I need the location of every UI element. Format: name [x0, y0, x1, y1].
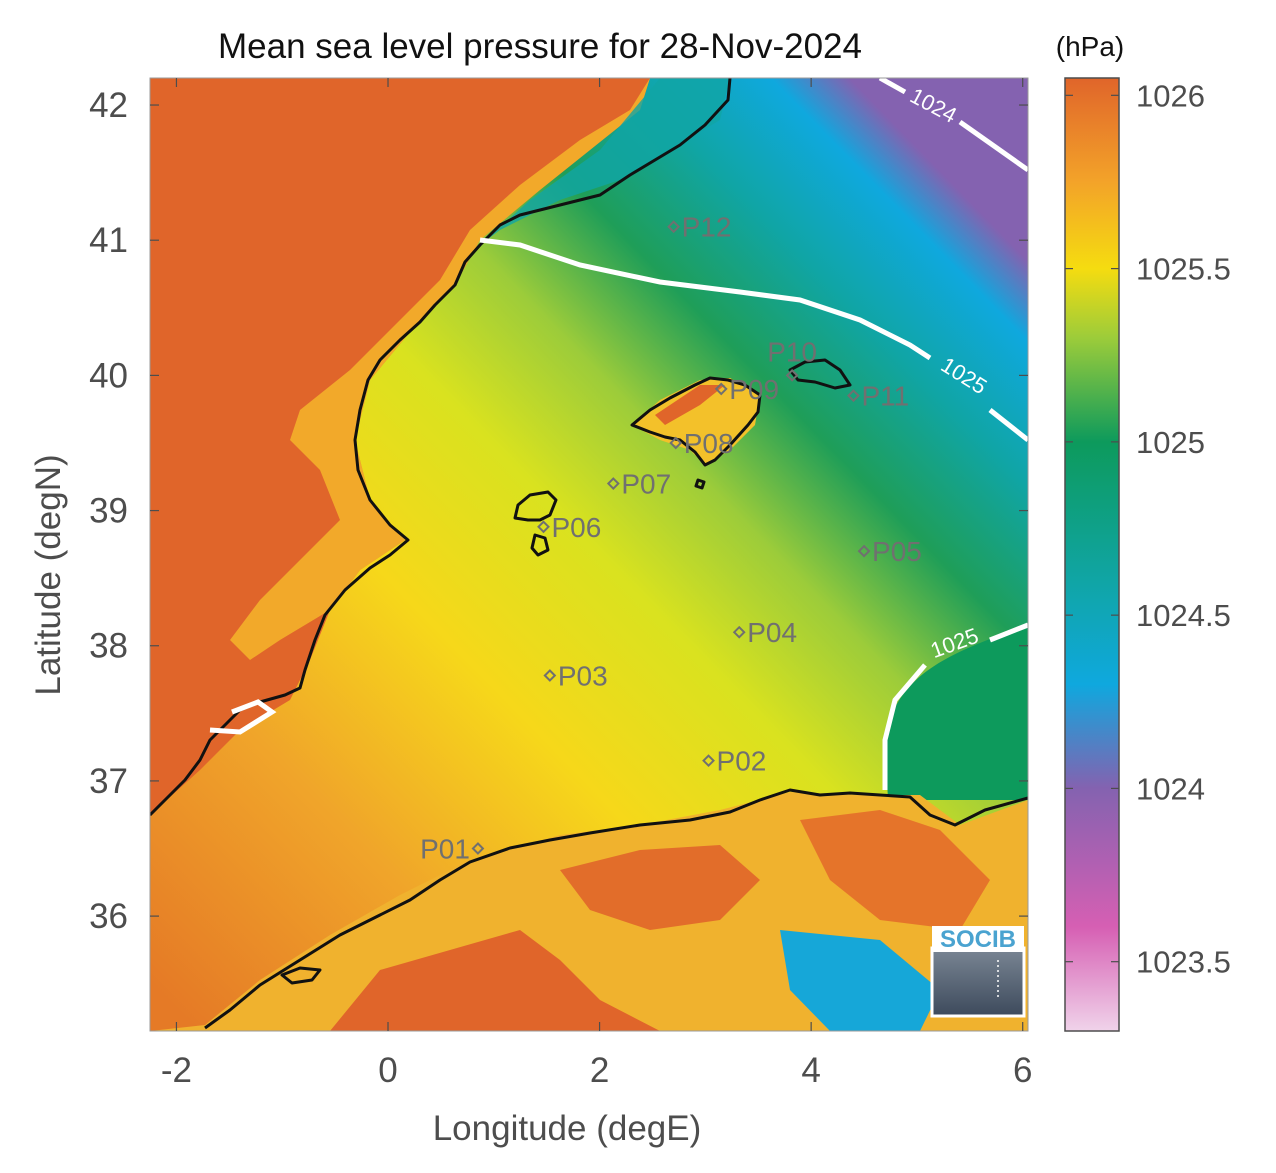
station-marker	[785, 368, 799, 382]
station-label: P02	[717, 746, 767, 777]
chart-title: Mean sea level pressure for 28-Nov-2024	[218, 27, 862, 66]
y-tick-label: 37	[89, 762, 128, 801]
points-layer: P01 P02 P03 P04 P05 P06 P07 P08 P09 P10 P11 P12	[420, 212, 922, 865]
station-marker	[471, 842, 485, 855]
y-tick-label: 41	[89, 221, 128, 260]
africa-coastline	[204, 788, 1028, 1030]
socib-logo-box	[930, 946, 1026, 1018]
x-tick-label: 4	[801, 1051, 820, 1090]
y-tick-label: 39	[89, 492, 128, 531]
station-marker	[732, 625, 746, 639]
iberia-coastal-fringe	[230, 78, 650, 660]
colorbar-tick-label: 1025	[1136, 425, 1205, 460]
colorbar-ticks: 1023.5 1024 1024.5 1025 1025.5 1026	[1065, 78, 1231, 980]
station-label: P10	[767, 336, 817, 367]
map-area: 1024 1025 1025 P01P02P03P04P05P06P07P08P…	[150, 78, 1028, 1031]
station-marker	[702, 754, 715, 768]
station-label: P09	[729, 374, 779, 405]
contour-1024-a	[878, 78, 907, 95]
africa-low-patch	[780, 930, 940, 1031]
coastal-teal-band	[480, 78, 730, 245]
x-axis: -2 0 2 4 6	[161, 78, 1032, 1090]
station-marker	[857, 544, 871, 558]
socib-logo-band	[932, 926, 1024, 952]
station-label: P12	[682, 212, 732, 243]
station-marker	[847, 389, 860, 403]
y-axis-label: Latitude (degN)	[29, 454, 68, 695]
formentera-coastline	[530, 533, 550, 557]
station-label: P08	[684, 428, 734, 459]
contour-1024-b	[958, 119, 1028, 173]
cabrera-coastline	[694, 478, 706, 490]
y-tick-label: 40	[89, 356, 128, 395]
colorbar-tick-label: 1024	[1136, 771, 1205, 806]
y-axis: 36 37 38 39 40 41 42	[89, 86, 1028, 936]
colorbar	[1064, 77, 1120, 1032]
sea-low-pressure-area	[885, 625, 1028, 800]
colorbar-unit: (hPa)	[1056, 31, 1124, 62]
socib-logo: SOCIB	[930, 926, 1026, 1018]
mallorca-fill	[632, 378, 760, 465]
x-tick-label: -2	[161, 1051, 192, 1090]
contour-1025-iberia-coast	[209, 699, 277, 735]
x-axis-label: Longitude (degE)	[433, 1109, 702, 1148]
station-marker	[543, 669, 557, 682]
y-tick-label: 38	[89, 627, 128, 666]
y-tick-label: 42	[89, 86, 128, 125]
colorbar-tick-label: 1025.5	[1136, 252, 1231, 287]
station-marker	[667, 220, 681, 234]
colorbar-tick-label: 1023.5	[1136, 945, 1231, 980]
contour-1025-north-a	[479, 237, 932, 361]
station-label: P01	[420, 834, 470, 865]
station-marker	[606, 477, 620, 490]
menorca-coastline	[788, 358, 852, 390]
x-tick-label: 0	[378, 1051, 397, 1090]
socib-logo-text: SOCIB	[940, 926, 1016, 953]
station-label: P11	[861, 381, 909, 412]
ibiza-coastline	[513, 490, 558, 522]
x-tick-label: 2	[590, 1051, 609, 1090]
africa-high-patch-3	[800, 810, 990, 930]
y-tick-label: 36	[89, 897, 128, 936]
africa-high-patch-2	[560, 845, 760, 930]
contour-lines	[209, 78, 1028, 790]
station-label: P06	[552, 512, 602, 543]
contour-1025-north-b	[988, 408, 1028, 442]
station-marker	[669, 436, 683, 450]
colorbar-tick-label: 1026	[1136, 78, 1205, 113]
small-lake-coastline	[280, 966, 322, 985]
contour-1025-south-b	[989, 622, 1028, 643]
station-label: P03	[558, 660, 608, 691]
station-marker	[537, 520, 550, 534]
station-label: P05	[872, 536, 922, 567]
station-label: P07	[621, 469, 671, 500]
plot-border	[149, 77, 1029, 1032]
contour-1025-south-a	[882, 663, 927, 790]
station-marker	[714, 382, 728, 396]
x-tick-label: 6	[1013, 1051, 1032, 1090]
africa-high-patch-1	[330, 930, 660, 1031]
colorbar-tick-label: 1024.5	[1136, 598, 1231, 633]
mallorca-mountains	[655, 385, 725, 425]
station-label: P04	[747, 617, 797, 648]
